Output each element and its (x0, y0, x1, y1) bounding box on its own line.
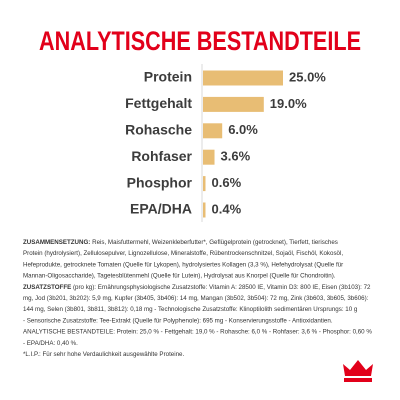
composition-text: 144 mg, Selen (3b801, 3b811, 3b812): 0,1… (23, 306, 358, 313)
value-label: 3.6% (221, 149, 251, 164)
value-label: 19.0% (270, 96, 307, 111)
category-label: EPA/DHA (130, 201, 192, 217)
composition-line: ZUSATZSTOFFE (pro kg): Ernährungsphysiol… (23, 283, 371, 290)
composition-text: - Sensorische Zusatzstoffe: Tee-Extrakt … (23, 317, 333, 324)
composition-heading: ZUSATZSTOFFE (23, 283, 71, 290)
value-label: 0.6% (212, 175, 242, 190)
value-label: 6.0% (228, 122, 258, 137)
bar (203, 202, 206, 218)
composition-text: Reis, Maisfuttermehl, Weizenkleberfutter… (90, 239, 338, 246)
category-label: Rohasche (125, 122, 192, 138)
composition-text: mg, Jod (3b201, 3b202): 5,9 mg, Kupfer (… (23, 295, 369, 302)
composition-heading: ZUSAMMENSETZUNG: (23, 239, 90, 246)
composition-line: Protein (hydrolysiert), Zellulosepulver,… (23, 250, 343, 257)
logo (343, 360, 373, 382)
bar (203, 70, 283, 86)
composition-text: - EPA/DHA: 0,40 %. (23, 339, 78, 346)
category-label: Protein (144, 69, 192, 85)
category-label: Phosphor (127, 174, 193, 190)
bar (203, 149, 215, 165)
composition-line: 144 mg, Selen (3b801, 3b811, 3b812): 0,1… (23, 306, 358, 313)
composition-line: - Sensorische Zusatzstoffe: Tee-Extrakt … (23, 317, 333, 324)
chart-title: ANALYTISCHE BESTANDTEILE (39, 26, 361, 56)
composition-text: *L.I.P.: Für sehr hohe Verdaulichkeit au… (23, 351, 184, 358)
composition-text: (pro kg): Ernährungsphysiologische Zusat… (71, 283, 371, 290)
category-label: Rohfaser (131, 148, 192, 164)
bar (203, 176, 206, 192)
bar (203, 123, 223, 139)
composition-line: *L.I.P.: Für sehr hohe Verdaulichkeit au… (23, 351, 184, 358)
value-label: 25.0% (289, 69, 326, 84)
category-label: Fettgehalt (125, 95, 192, 111)
composition-line: Mannan-Oligosaccharide), Tagetesblütenme… (23, 272, 336, 279)
composition-line: ZUSAMMENSETZUNG: Reis, Maisfuttermehl, W… (23, 239, 338, 246)
value-label: 0.4% (212, 201, 242, 216)
composition-text: Protein (hydrolysiert), Zellulosepulver,… (23, 250, 343, 257)
composition-line: - EPA/DHA: 0,40 %. (23, 339, 78, 346)
composition-line: Hefeprodukte, getrocknete Tomaten (Quell… (23, 261, 343, 268)
composition-text: Hefeprodukte, getrocknete Tomaten (Quell… (23, 261, 343, 268)
composition-line: mg, Jod (3b201, 3b202): 5,9 mg, Kupfer (… (23, 295, 369, 302)
bar (203, 96, 264, 112)
composition-line: ANALYTISCHE BESTANDTEILE: Protein: 25,0 … (23, 328, 372, 335)
composition-text: ANALYTISCHE BESTANDTEILE: Protein: 25,0 … (23, 328, 372, 335)
composition-text: Mannan-Oligosaccharide), Tagetesblütenme… (23, 272, 336, 279)
